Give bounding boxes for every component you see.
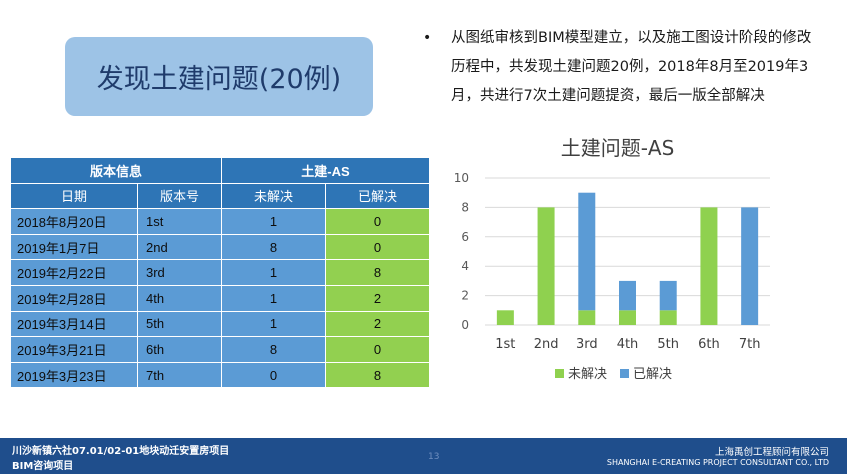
x-tick-label: 1st	[495, 337, 515, 352]
bullet-marker: •	[423, 30, 432, 46]
group-header-civil-as: 土建-AS	[221, 157, 430, 184]
cell-unresolved: 1	[221, 259, 326, 286]
x-tick-label: 3rd	[576, 337, 598, 352]
bullet-text: 从图纸审核到BIM模型建立，以及施工图设计阶段的修改历程中，共发现土建问题20例…	[451, 30, 812, 104]
cell-unresolved: 0	[221, 361, 326, 389]
bar-resolved	[619, 280, 636, 311]
bar-unresolved	[496, 310, 514, 325]
cell-resolved: 0	[325, 208, 430, 235]
column-header-unresolved: 未解决	[221, 182, 326, 210]
cell-resolved: 8	[325, 259, 430, 286]
cell-version: 5th	[137, 310, 222, 338]
x-tick-label: 2nd	[534, 337, 559, 352]
footer-bar: 川沙新镇六社07.01/02-01地块动迁安置房项目 BIM咨询项目 13 上海…	[0, 438, 847, 474]
cell-date: 2018年8月20日	[10, 208, 138, 235]
footer-company-name: 上海禹创工程顾问有限公司	[714, 447, 829, 458]
column-header-date: 日期	[10, 182, 138, 210]
bar-unresolved	[537, 207, 555, 325]
cell-date: 2019年2月22日	[10, 259, 138, 286]
group-header-row: 版本信息 土建-AS	[10, 157, 430, 184]
cell-resolved: 0	[325, 233, 430, 261]
cell-resolved: 2	[325, 284, 430, 312]
y-tick-label: 10	[454, 171, 469, 185]
table-row: 2019年3月21日 6th 8 0	[10, 336, 430, 363]
cell-unresolved: 1	[221, 208, 326, 235]
column-header-version: 版本号	[137, 182, 222, 210]
cell-unresolved: 1	[221, 284, 326, 312]
y-tick-label: 4	[461, 259, 469, 273]
column-header-resolved: 已解决	[325, 182, 430, 210]
table-row: 2019年3月23日 7th 0 8	[10, 361, 430, 389]
table-row: 2019年2月22日 3rd 1 8	[10, 259, 430, 286]
cell-unresolved: 8	[221, 336, 326, 363]
y-tick-label: 0	[461, 318, 469, 332]
cell-version: 3rd	[137, 259, 222, 286]
footer-company-english: SHANGHAI E-CREATING PROJECT CONSULTANT C…	[606, 458, 829, 467]
table-row: 2019年3月14日 5th 1 2	[10, 310, 430, 338]
chart-title: 土建问题-AS	[561, 136, 675, 160]
table-row: 2019年1月7日 2nd 8 0	[10, 233, 430, 261]
table-row: 2018年8月20日 1st 1 0	[10, 208, 430, 235]
legend-swatch-resolved	[620, 369, 629, 378]
slide-title: 发现土建问题(20例)	[65, 37, 373, 116]
cell-unresolved: 1	[221, 310, 326, 338]
cell-date: 2019年3月23日	[10, 361, 138, 389]
x-tick-label: 6th	[698, 337, 720, 352]
cell-date: 2019年2月28日	[10, 284, 138, 312]
footer-project-type: BIM咨询项目	[12, 461, 74, 472]
cell-version: 7th	[137, 361, 222, 389]
bar-unresolved	[700, 207, 718, 325]
cell-unresolved: 8	[221, 233, 326, 261]
bar-unresolved	[578, 310, 596, 325]
bar-resolved	[741, 207, 759, 325]
cell-resolved: 8	[325, 361, 430, 389]
table-row: 2019年2月28日 4th 1 2	[10, 284, 430, 312]
legend-label-unresolved: 未解决	[568, 367, 607, 382]
cell-date: 2019年3月14日	[10, 310, 138, 338]
y-tick-label: 6	[461, 230, 469, 244]
bar-unresolved	[619, 310, 636, 325]
cell-version: 2nd	[137, 233, 222, 261]
bar-unresolved	[659, 310, 677, 325]
stacked-bar-chart: 土建问题-AS 0 2 4 6 8 10 1st 2nd 3rd 4th 5th 6th 7th 未解决 已解…	[454, 136, 770, 382]
cell-version: 1st	[137, 208, 222, 235]
bar-resolved	[659, 280, 677, 311]
bar-resolved	[578, 192, 596, 311]
version-table: 版本信息 土建-AS 日期 版本号 未解决 已解决 2018年8月20日 1st…	[10, 157, 430, 389]
y-tick-label: 8	[461, 200, 469, 214]
column-header-row: 日期 版本号 未解决 已解决	[10, 182, 430, 210]
legend-label-resolved: 已解决	[633, 367, 672, 382]
group-header-version-info: 版本信息	[10, 157, 222, 184]
cell-version: 4th	[137, 284, 222, 312]
slide-title-text: 发现土建问题(20例)	[96, 64, 342, 95]
cell-resolved: 0	[325, 336, 430, 363]
cell-date: 2019年3月21日	[10, 336, 138, 363]
y-tick-label: 2	[461, 289, 469, 303]
x-tick-label: 5th	[657, 337, 679, 352]
page-number: 13	[428, 452, 440, 462]
x-tick-label: 4th	[617, 337, 639, 352]
x-tick-label: 7th	[739, 337, 761, 352]
cell-resolved: 2	[325, 310, 430, 338]
footer-project-name: 川沙新镇六社07.01/02-01地块动迁安置房项目	[12, 446, 230, 457]
legend-swatch-unresolved	[555, 369, 564, 378]
cell-version: 6th	[137, 336, 222, 363]
cell-date: 2019年1月7日	[10, 233, 138, 261]
